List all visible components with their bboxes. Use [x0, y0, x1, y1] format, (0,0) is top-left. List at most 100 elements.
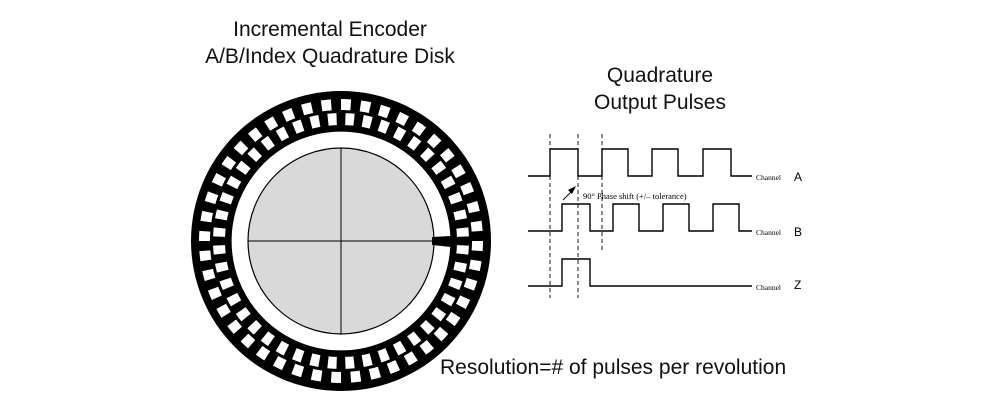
inner-track-window — [247, 320, 262, 335]
inner-track — [213, 113, 469, 369]
outer-track-window — [455, 295, 471, 310]
inner-track-window — [309, 115, 321, 129]
channel-b-wave — [528, 203, 752, 232]
outer-track-window — [433, 326, 449, 342]
inner-track-window — [260, 135, 275, 151]
outer-track-window — [426, 133, 442, 149]
channel-a-name: A — [794, 170, 802, 184]
inner-track-window — [235, 307, 251, 322]
inner-track-window — [392, 126, 407, 142]
inner-track-window — [215, 209, 229, 221]
inner-track-window — [213, 227, 226, 237]
inner-track-window — [260, 331, 275, 347]
pulse-title-line2: Output Pulses — [594, 91, 726, 114]
outer-track-window — [411, 121, 427, 137]
channel-z-wave — [528, 258, 752, 287]
outer-track-window — [199, 230, 211, 241]
inner-track-window — [453, 261, 467, 273]
outer-track-window — [216, 303, 231, 318]
outer-track-window — [264, 116, 279, 131]
outer-track-window — [211, 172, 227, 187]
inner-track-window — [275, 126, 290, 142]
inner-track-window — [292, 348, 305, 363]
outer-track-window — [202, 268, 216, 282]
outer-track-window — [310, 369, 323, 382]
inner-track-window — [448, 277, 463, 290]
inner-track-window — [420, 320, 435, 335]
outer-track-window — [350, 370, 362, 383]
outer-track-window — [282, 107, 296, 122]
outer-track-window — [207, 286, 222, 300]
inner-track-window — [361, 115, 373, 129]
outer-track-window — [463, 277, 478, 291]
inner-track-window — [292, 119, 305, 134]
inner-track-window — [345, 356, 355, 369]
inner-track-window — [226, 292, 242, 307]
inner-track-window — [327, 356, 337, 369]
outer-track-window — [377, 104, 391, 119]
outer-track-window — [341, 99, 352, 111]
inner-track-window — [431, 160, 447, 175]
outer-track-window — [451, 164, 466, 179]
outer-track-window — [221, 155, 237, 171]
outer-track-window — [233, 140, 249, 156]
inner-track-window — [440, 175, 456, 190]
channel-a-small-label: Channel — [756, 173, 781, 182]
outer-track-window — [368, 366, 382, 380]
outer-track-window — [386, 360, 400, 375]
inner-track-window — [456, 227, 469, 237]
inner-track-window — [407, 135, 422, 151]
outer-track-window — [199, 250, 212, 262]
inner-track-window — [431, 307, 447, 322]
inner-track-window — [456, 245, 469, 255]
inner-track-window — [377, 348, 390, 363]
inner-track-window — [247, 147, 262, 162]
outer-track-window — [320, 99, 332, 112]
outer-track-window — [395, 111, 410, 127]
outer-track-window — [240, 333, 256, 349]
outer-track-window — [440, 148, 455, 163]
inner-track-window — [219, 192, 234, 205]
channel-b-small-label: Channel — [756, 228, 781, 237]
inner-track-window — [309, 353, 321, 367]
channel-z-small-label: Channel — [756, 283, 781, 292]
outer-track-window — [469, 259, 482, 272]
pulse-title: Quadrature Output Pulses — [560, 62, 760, 116]
inner-track-window — [440, 292, 456, 307]
inner-track-window — [327, 113, 337, 126]
phase-shift-label: 90° Phase shift (+/– tolerance) — [583, 191, 687, 201]
outer-track-window — [272, 355, 287, 371]
outer-track-window — [300, 102, 314, 116]
outer-track-window — [248, 127, 263, 142]
channel-b-name: B — [794, 225, 802, 239]
index-mark — [432, 236, 451, 247]
outer-track-window — [330, 371, 341, 383]
inner-track-window — [407, 331, 422, 347]
disk-title-line2: A/B/Index Quadrature Disk — [205, 45, 455, 68]
inner-track-window — [275, 340, 290, 356]
outer-track — [199, 99, 483, 383]
outer-track-window — [403, 351, 418, 366]
inner-track-window — [420, 147, 435, 162]
outer-track-window — [471, 241, 483, 252]
inner-track-window — [448, 192, 463, 205]
outer-track-window — [445, 311, 461, 327]
outer-track-window — [359, 100, 372, 113]
outer-track-window — [466, 200, 480, 214]
inner-track-window — [377, 119, 390, 134]
inner-track-window — [226, 175, 242, 190]
inner-track-window — [361, 353, 373, 367]
outer-track-window — [470, 220, 483, 232]
inner-track-window — [453, 209, 467, 221]
pulse-title-line1: Quadrature — [606, 64, 714, 87]
outer-track-window — [204, 191, 219, 205]
resolution-note: Resolution=# of pulses per revolution — [440, 356, 787, 379]
disk-title: Incremental Encoder A/B/Index Quadrature… — [180, 16, 480, 70]
inner-track-window — [235, 160, 251, 175]
outer-track-window — [227, 319, 242, 334]
outer-track-window — [200, 210, 213, 223]
outer-track-window — [291, 363, 305, 378]
channel-a-wave — [528, 148, 752, 177]
inner-track-window — [215, 261, 229, 273]
